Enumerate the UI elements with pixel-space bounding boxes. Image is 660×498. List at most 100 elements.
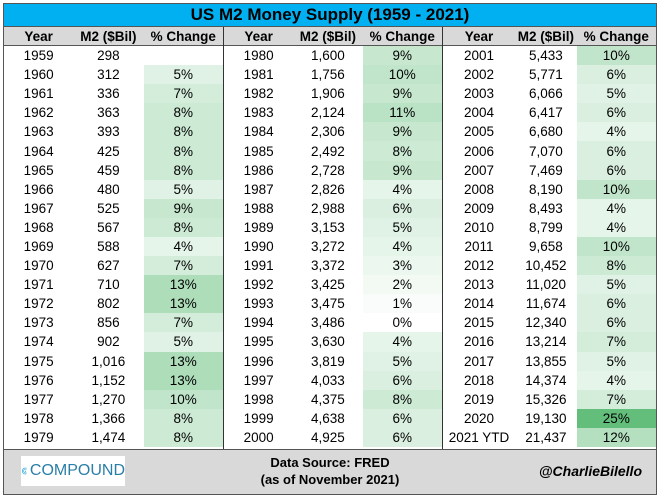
column-header: M2 ($Bil) — [293, 27, 363, 46]
m2-cell: 4,033 — [310, 372, 345, 388]
table-row: 1998 4,375 8% — [224, 389, 442, 409]
m2-cell: 2,826 — [310, 181, 345, 197]
m2-cell: 1,016 — [91, 353, 126, 369]
pct-change-cell: 12% — [576, 427, 656, 447]
header-row: Year M2 ($Bil)% Change — [442, 27, 656, 46]
m2-cell: 7,469 — [528, 162, 563, 178]
pct-change-cell: 7% — [576, 332, 656, 352]
pct-change-cell: 10% — [362, 65, 442, 85]
pct-change-cell: 6% — [576, 103, 656, 123]
m2-cell: 1,906 — [310, 86, 345, 102]
m2-cell: 2,728 — [310, 162, 345, 178]
table-row: 2009 8,493 4% — [443, 198, 656, 218]
pct-change-cell: 7% — [143, 313, 223, 333]
table-row: 2007 7,469 6% — [443, 160, 656, 180]
header-row: Year M2 ($Bil)% Change — [223, 27, 442, 46]
data-table: Year M2 ($Bil)% Change 1980 1,600 9% 1981 1,75… — [223, 27, 442, 447]
m2-cell: 802 — [97, 296, 120, 312]
year-cell: 2001 — [463, 48, 495, 64]
year-cell: 2018 — [463, 372, 495, 388]
pct-change-cell: 8% — [362, 389, 442, 409]
year-cell: 2020 — [463, 410, 495, 426]
year-cell: 1993 — [243, 296, 274, 312]
m2-cell: 4,925 — [310, 429, 345, 445]
year-cell: 1988 — [243, 200, 274, 216]
year-cell: 1991 — [243, 258, 274, 274]
table-row: 1962 363 8% — [4, 103, 223, 123]
table-row: 2012 10,452 8% — [443, 256, 656, 276]
year-cell: 1980 — [243, 48, 274, 64]
year-cell: 2019 — [463, 391, 495, 407]
pct-change-cell: 8% — [576, 256, 656, 276]
year-cell: 1976 — [23, 372, 54, 388]
pct-change-cell: 10% — [576, 179, 656, 199]
pct-change-cell: 4% — [576, 198, 656, 218]
table-row: 1963 393 8% — [4, 122, 223, 142]
m2-cell: 2,988 — [310, 200, 345, 216]
pct-change-cell: 0% — [362, 313, 442, 333]
year-cell: 1968 — [23, 219, 54, 235]
year-cell: 1974 — [23, 334, 54, 350]
pct-change-cell: 1% — [362, 294, 442, 314]
m2-cell: 459 — [97, 162, 120, 178]
table-row: 1966 480 5% — [4, 179, 223, 199]
year-cell: 1963 — [23, 124, 54, 140]
year-cell: 1997 — [243, 372, 274, 388]
table-row: 1970 627 7% — [4, 256, 223, 276]
year-cell: 2017 — [463, 353, 495, 369]
pct-change-cell: 13% — [143, 275, 223, 295]
m2-cell: 8,799 — [528, 219, 563, 235]
m2-cell: 3,486 — [310, 315, 345, 331]
year-cell: 1977 — [23, 391, 54, 407]
table-row: 1992 3,425 2% — [224, 275, 442, 295]
m2-cell: 14,374 — [525, 372, 567, 388]
m2-cell: 2,306 — [310, 124, 345, 140]
m2-cell: 525 — [97, 200, 120, 216]
m2-cell: 11,020 — [525, 277, 566, 293]
pct-change-cell: 5% — [362, 351, 442, 371]
pct-change-cell: 9% — [362, 45, 442, 66]
m2-cell: 2,492 — [310, 143, 345, 159]
table-row: 2011 9,658 10% — [443, 236, 656, 257]
table-row: 2003 6,066 5% — [443, 84, 656, 104]
year-cell: 2012 — [463, 258, 495, 274]
table-row: 1986 2,728 9% — [224, 160, 442, 180]
pct-change-cell: 6% — [576, 313, 656, 333]
m2-cell: 13,855 — [525, 353, 567, 369]
header-row: Year M2 ($Bil)% Change — [4, 27, 223, 46]
year-cell: 1975 — [23, 353, 54, 369]
column-header: Year — [4, 27, 74, 46]
year-cell: 2013 — [463, 277, 495, 293]
m2-cell: 298 — [97, 48, 120, 64]
compound-logo-icon — [22, 467, 27, 475]
m2-cell: 3,272 — [310, 238, 345, 254]
year-cell: 1979 — [23, 429, 54, 445]
m2-cell: 7,070 — [528, 143, 563, 159]
m2-cell: 902 — [97, 334, 120, 350]
pct-change-cell: 4% — [362, 179, 442, 199]
pct-change-cell: 13% — [143, 370, 223, 390]
m2-cell: 9,658 — [528, 238, 563, 254]
column-header: % Change — [143, 27, 223, 46]
pct-change-cell: 8% — [143, 160, 223, 180]
table-row: 2016 13,214 7% — [443, 332, 656, 352]
year-cell: 1996 — [243, 353, 274, 369]
table-row: 1999 4,638 6% — [224, 408, 442, 428]
table-row: 1971 710 13% — [4, 275, 223, 295]
pct-change-cell: 4% — [362, 236, 442, 257]
pct-change-cell: 9% — [143, 198, 223, 218]
m2-cell: 3,475 — [310, 296, 345, 312]
year-cell: 1969 — [23, 238, 54, 254]
m2-cell: 6,680 — [528, 124, 563, 140]
table-row: 1985 2,492 8% — [224, 141, 442, 161]
year-cell: 1985 — [243, 143, 274, 159]
pct-change-cell: 5% — [143, 332, 223, 352]
m2-cell: 19,130 — [525, 410, 567, 426]
column-header: M2 ($Bil) — [515, 27, 577, 46]
table-row: 2020 19,130 25% — [443, 408, 656, 428]
pct-change-cell: 6% — [362, 370, 442, 390]
m2-cell: 2,124 — [310, 105, 345, 121]
data-source: Data Source: FRED (as of November 2021) — [4, 454, 656, 488]
year-cell: 1962 — [23, 105, 54, 121]
m2-cell: 393 — [97, 124, 120, 140]
